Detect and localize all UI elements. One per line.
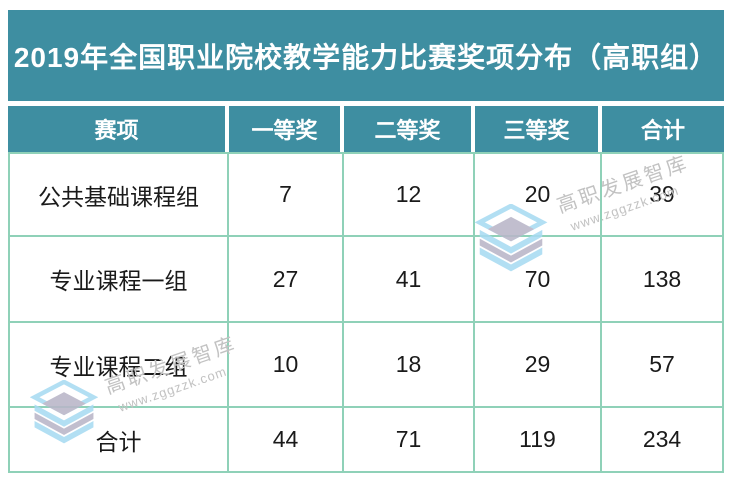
header-cell-category: 赛项: [8, 106, 229, 152]
value-third-prize: 20: [475, 154, 602, 235]
value-third-prize: 29: [475, 323, 602, 406]
value-total: 138: [642, 265, 682, 292]
value-first-prize: 7: [229, 154, 344, 235]
row-label: 合计: [10, 408, 229, 471]
table-row-public-basic-courses: 公共基础课程组 7 12 20 39: [10, 154, 722, 237]
title-banner: 2019年全国职业院校教学能力比赛奖项分布（高职组）: [8, 10, 724, 101]
value-second-prize: 41: [344, 237, 475, 321]
awards-table: 赛项 一等奖 二等奖 三等奖 合计 公共基础课程组 7 12 20 39 专业课…: [8, 106, 724, 473]
header-cell-first-prize: 一等奖: [229, 106, 344, 152]
value-first-prize: 27: [229, 237, 344, 321]
value-total: 39: [649, 181, 675, 207]
value-third-prize: 119: [475, 408, 602, 471]
table-body: 公共基础课程组 7 12 20 39 专业课程一组 27 41 70 138 专…: [8, 152, 724, 473]
value-second-prize: 18: [344, 323, 475, 406]
header-cell-total: 合计: [602, 106, 724, 152]
table-row-grand-total: 合计 44 71 119 234: [10, 408, 722, 471]
value-first-prize: 44: [229, 408, 344, 471]
value-first-prize: 10: [229, 323, 344, 406]
table-header-row: 赛项 一等奖 二等奖 三等奖 合计: [8, 106, 724, 152]
row-label: 公共基础课程组: [10, 154, 229, 235]
value-second-prize: 12: [344, 154, 475, 235]
table-row-professional-courses-group2: 专业课程二组 10 18 29 57: [10, 323, 722, 408]
value-second-prize: 71: [344, 408, 475, 471]
header-cell-second-prize: 二等奖: [344, 106, 475, 152]
table-row-professional-courses-group1: 专业课程一组 27 41 70 138: [10, 237, 722, 323]
row-label: 专业课程二组: [10, 323, 229, 406]
row-label: 专业课程一组: [10, 237, 229, 321]
header-cell-third-prize: 三等奖: [475, 106, 602, 152]
value-total: 234: [642, 426, 682, 452]
value-total: 57: [649, 351, 675, 377]
value-third-prize: 70: [475, 237, 602, 321]
page-title: 2019年全国职业院校教学能力比赛奖项分布（高职组）: [13, 41, 719, 73]
